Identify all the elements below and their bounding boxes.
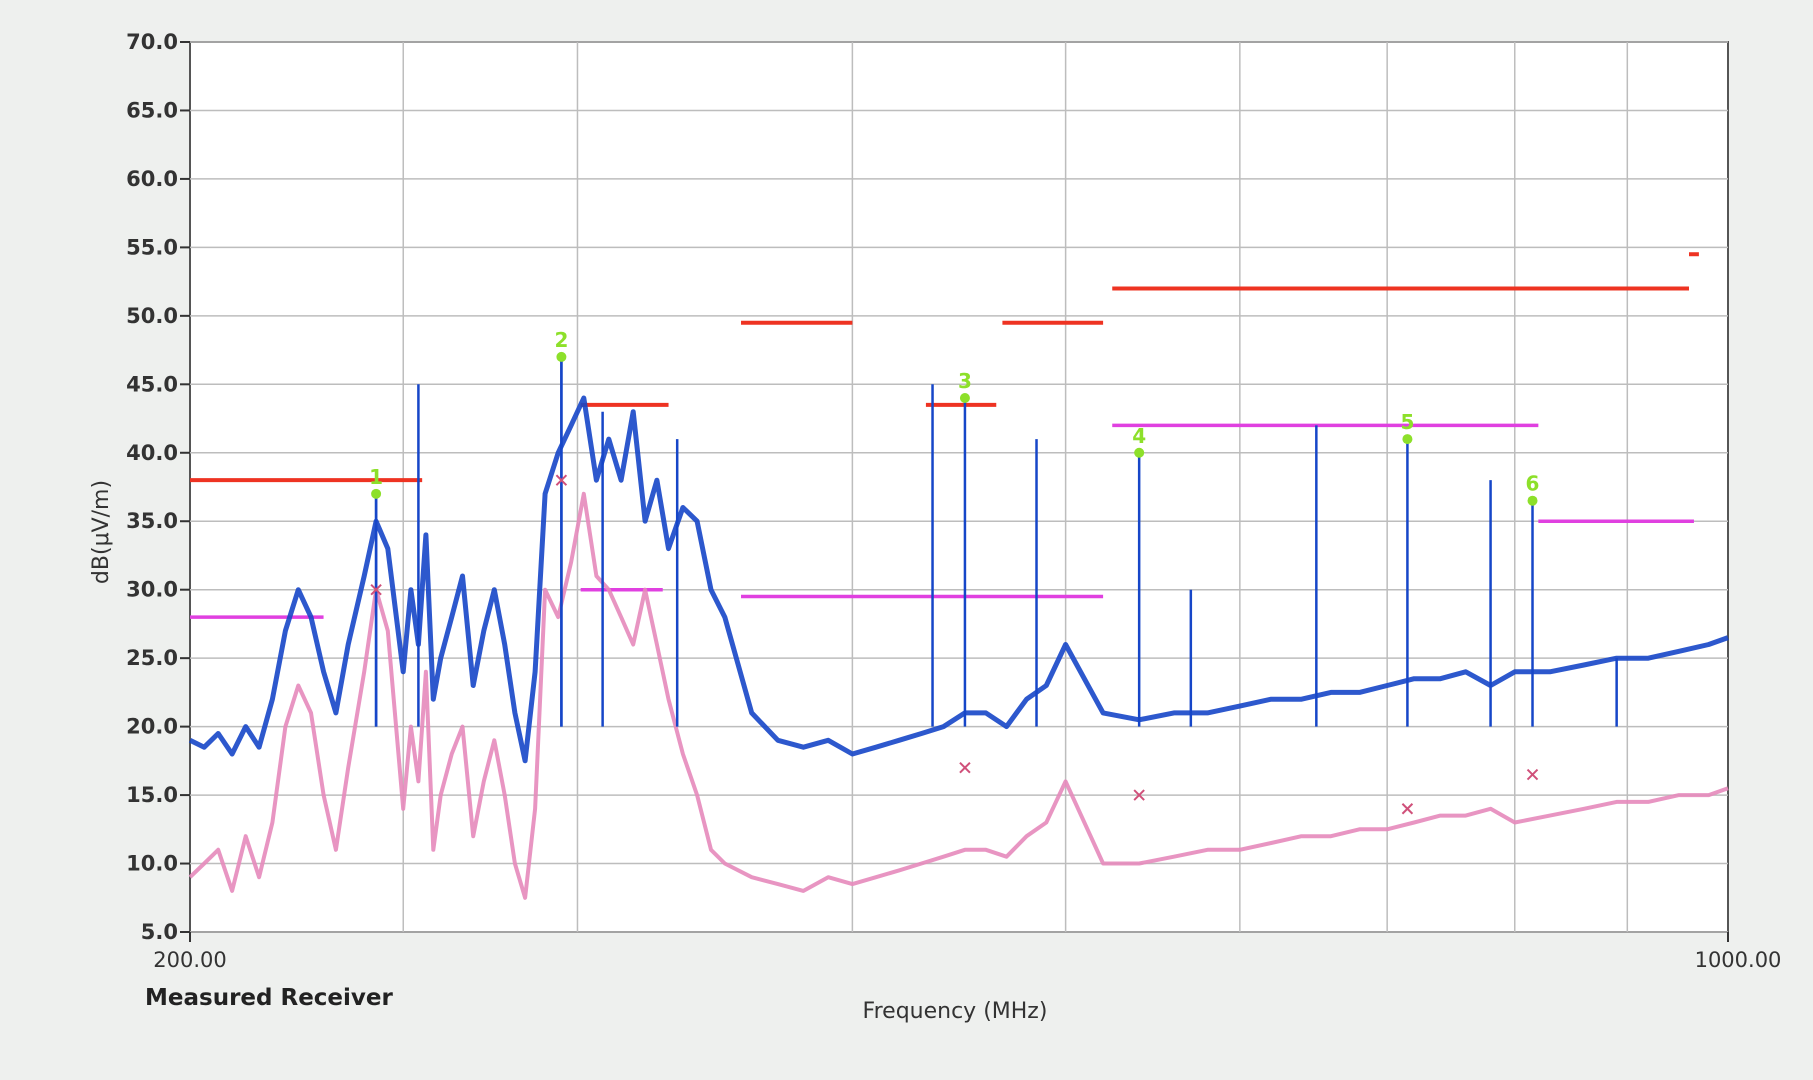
limit-lines bbox=[190, 252, 1699, 619]
receiver-label: Measured Receiver bbox=[145, 985, 394, 1011]
marker-point bbox=[371, 488, 382, 499]
peak-trace bbox=[188, 395, 1729, 764]
marker-point bbox=[556, 351, 567, 362]
y-tick-label: 20.0 bbox=[126, 715, 178, 739]
marker-point bbox=[1527, 495, 1538, 506]
marker-point bbox=[1134, 447, 1145, 458]
marker-group: 1 2 3 4 5 6 bbox=[369, 328, 1540, 815]
x-axis: 200.00 1000.00 bbox=[153, 932, 1781, 972]
y-tick-label: 50.0 bbox=[126, 304, 178, 328]
y-tick-label: 15.0 bbox=[126, 783, 178, 807]
y-tick-label: 5.0 bbox=[141, 920, 178, 944]
marker-label: 1 bbox=[369, 465, 383, 489]
marker-label: 2 bbox=[554, 328, 568, 352]
marker-point bbox=[1402, 434, 1413, 445]
average-marker bbox=[959, 761, 971, 774]
y-tick-label: 60.0 bbox=[126, 167, 178, 191]
y-axis-title: dB(μV/m) bbox=[89, 480, 114, 584]
grid-lines bbox=[190, 41, 1728, 933]
marker-label: 5 bbox=[1400, 410, 1414, 434]
plot-background bbox=[189, 41, 1729, 933]
marker-label: 4 bbox=[1132, 424, 1146, 448]
marker-label: 6 bbox=[1526, 472, 1540, 496]
average-marker bbox=[1401, 803, 1414, 815]
x-tick-label: 1000.00 bbox=[1695, 948, 1782, 972]
average-marker bbox=[555, 474, 568, 486]
y-axis: 5.0 10.0 15.0 20.0 25.0 30.0 35.0 40.0 45.0 50.0 5… bbox=[126, 30, 190, 944]
average-trace bbox=[188, 491, 1729, 900]
y-tick-label: 10.0 bbox=[126, 852, 178, 876]
x-tick-label: 200.00 bbox=[153, 948, 226, 972]
average-marker bbox=[1526, 768, 1539, 781]
average-marker bbox=[1133, 789, 1145, 801]
y-tick-label: 40.0 bbox=[126, 441, 178, 465]
marker-label: 3 bbox=[958, 369, 972, 393]
y-tick-label: 25.0 bbox=[126, 646, 178, 670]
marker-point bbox=[959, 393, 970, 403]
y-tick-label: 70.0 bbox=[126, 30, 178, 54]
y-tick-label: 65.0 bbox=[126, 98, 178, 122]
y-tick-label: 35.0 bbox=[126, 509, 178, 533]
average-marker bbox=[370, 583, 382, 596]
y-tick-label: 45.0 bbox=[126, 372, 178, 396]
y-tick-label: 30.0 bbox=[126, 578, 178, 602]
y-tick-label: 55.0 bbox=[126, 235, 178, 259]
x-axis-title: Frequency (MHz) bbox=[863, 999, 1048, 1024]
